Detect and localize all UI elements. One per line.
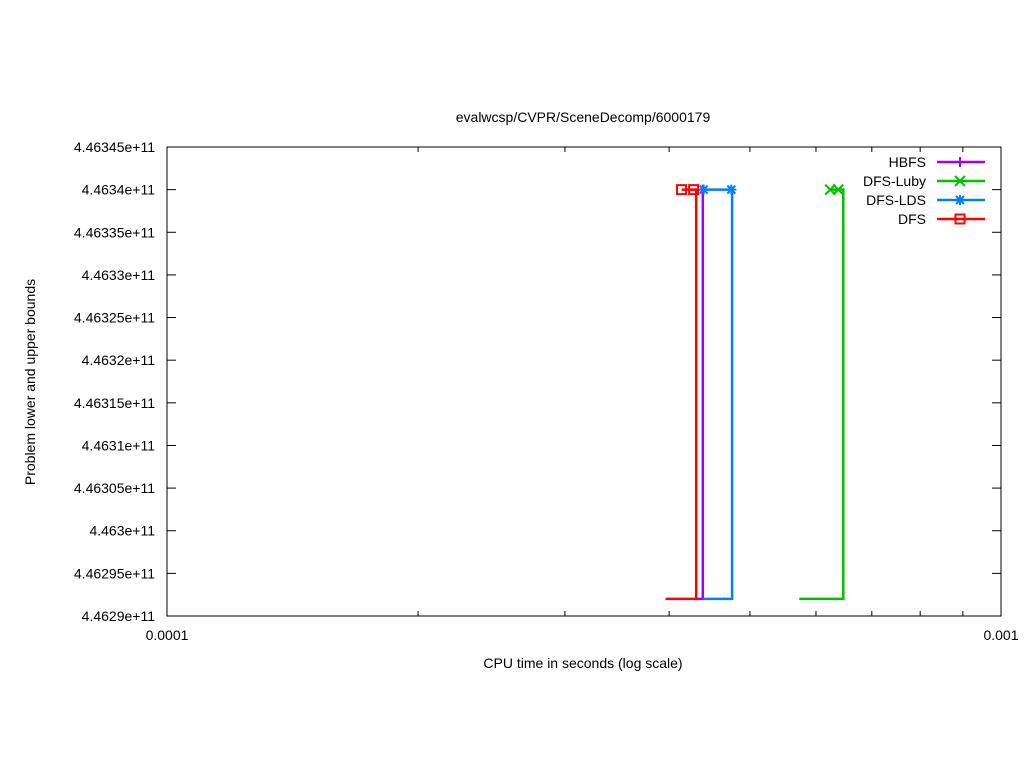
marker-star [726,184,737,195]
y-tick-label: 4.4633e+11 [82,267,156,283]
y-tick-label: 4.4632e+11 [82,352,156,368]
y-tick-label: 4.46295e+11 [74,565,155,581]
cross-mark [832,183,844,196]
marker-square [676,184,688,196]
plot-area [665,183,845,601]
x-tick-label: 0.001 [983,627,1018,643]
y-tick-label: 4.463e+11 [89,523,155,539]
marker-square [688,184,700,196]
x-axis-label: CPU time in seconds (log scale) [483,655,682,671]
y-tick-label: 4.46335e+11 [74,224,155,240]
marker-plus [955,157,965,167]
marker-cross [954,175,966,187]
y-tick-label: 4.46325e+11 [74,310,155,326]
y-tick-label: 4.4631e+11 [82,437,156,453]
axes: 4.4629e+11 4.46295e+11 4.463e+11 4.46305e+1… [74,139,1019,643]
legend-label: DFS-Luby [863,173,926,189]
star-mark [698,184,709,195]
series-dfs [665,184,700,601]
marker-cross [832,183,844,196]
x-tick-label: 0.0001 [146,627,189,643]
y-tick-label: 4.46315e+11 [74,395,155,411]
square-mark [954,213,966,225]
cross-mark [954,175,966,187]
series-hbfs [696,184,708,601]
chart-title: evalwcsp/CVPR/SceneDecomp/6000179 [456,109,711,125]
series-line [799,188,845,601]
y-tick-label: 4.4634e+11 [82,182,156,198]
star-mark [726,184,737,195]
legend-label: DFS [898,211,926,227]
y-tick-label: 4.4629e+11 [82,608,156,624]
series-dfs-lds [698,184,737,601]
series-line [665,188,698,601]
y-tick-label: 4.46345e+11 [74,139,155,155]
legend-label: DFS-LDS [866,192,926,208]
marker-star [698,184,709,195]
marker-star [955,195,965,205]
legend: HBFS DFS-Luby DFS-LDS DFS [863,154,985,227]
series-dfs-luby [799,183,845,601]
marker-square [954,213,966,225]
star-mark [955,195,965,205]
legend-label: HBFS [889,154,926,170]
square-mark [688,184,700,196]
plot-border [166,146,1002,617]
y-tick-label: 4.46305e+11 [74,480,155,496]
plus-mark [955,157,965,167]
y-axis-label: Problem lower and upper bounds [22,279,38,485]
square-mark [676,184,688,196]
series-line [702,188,734,601]
